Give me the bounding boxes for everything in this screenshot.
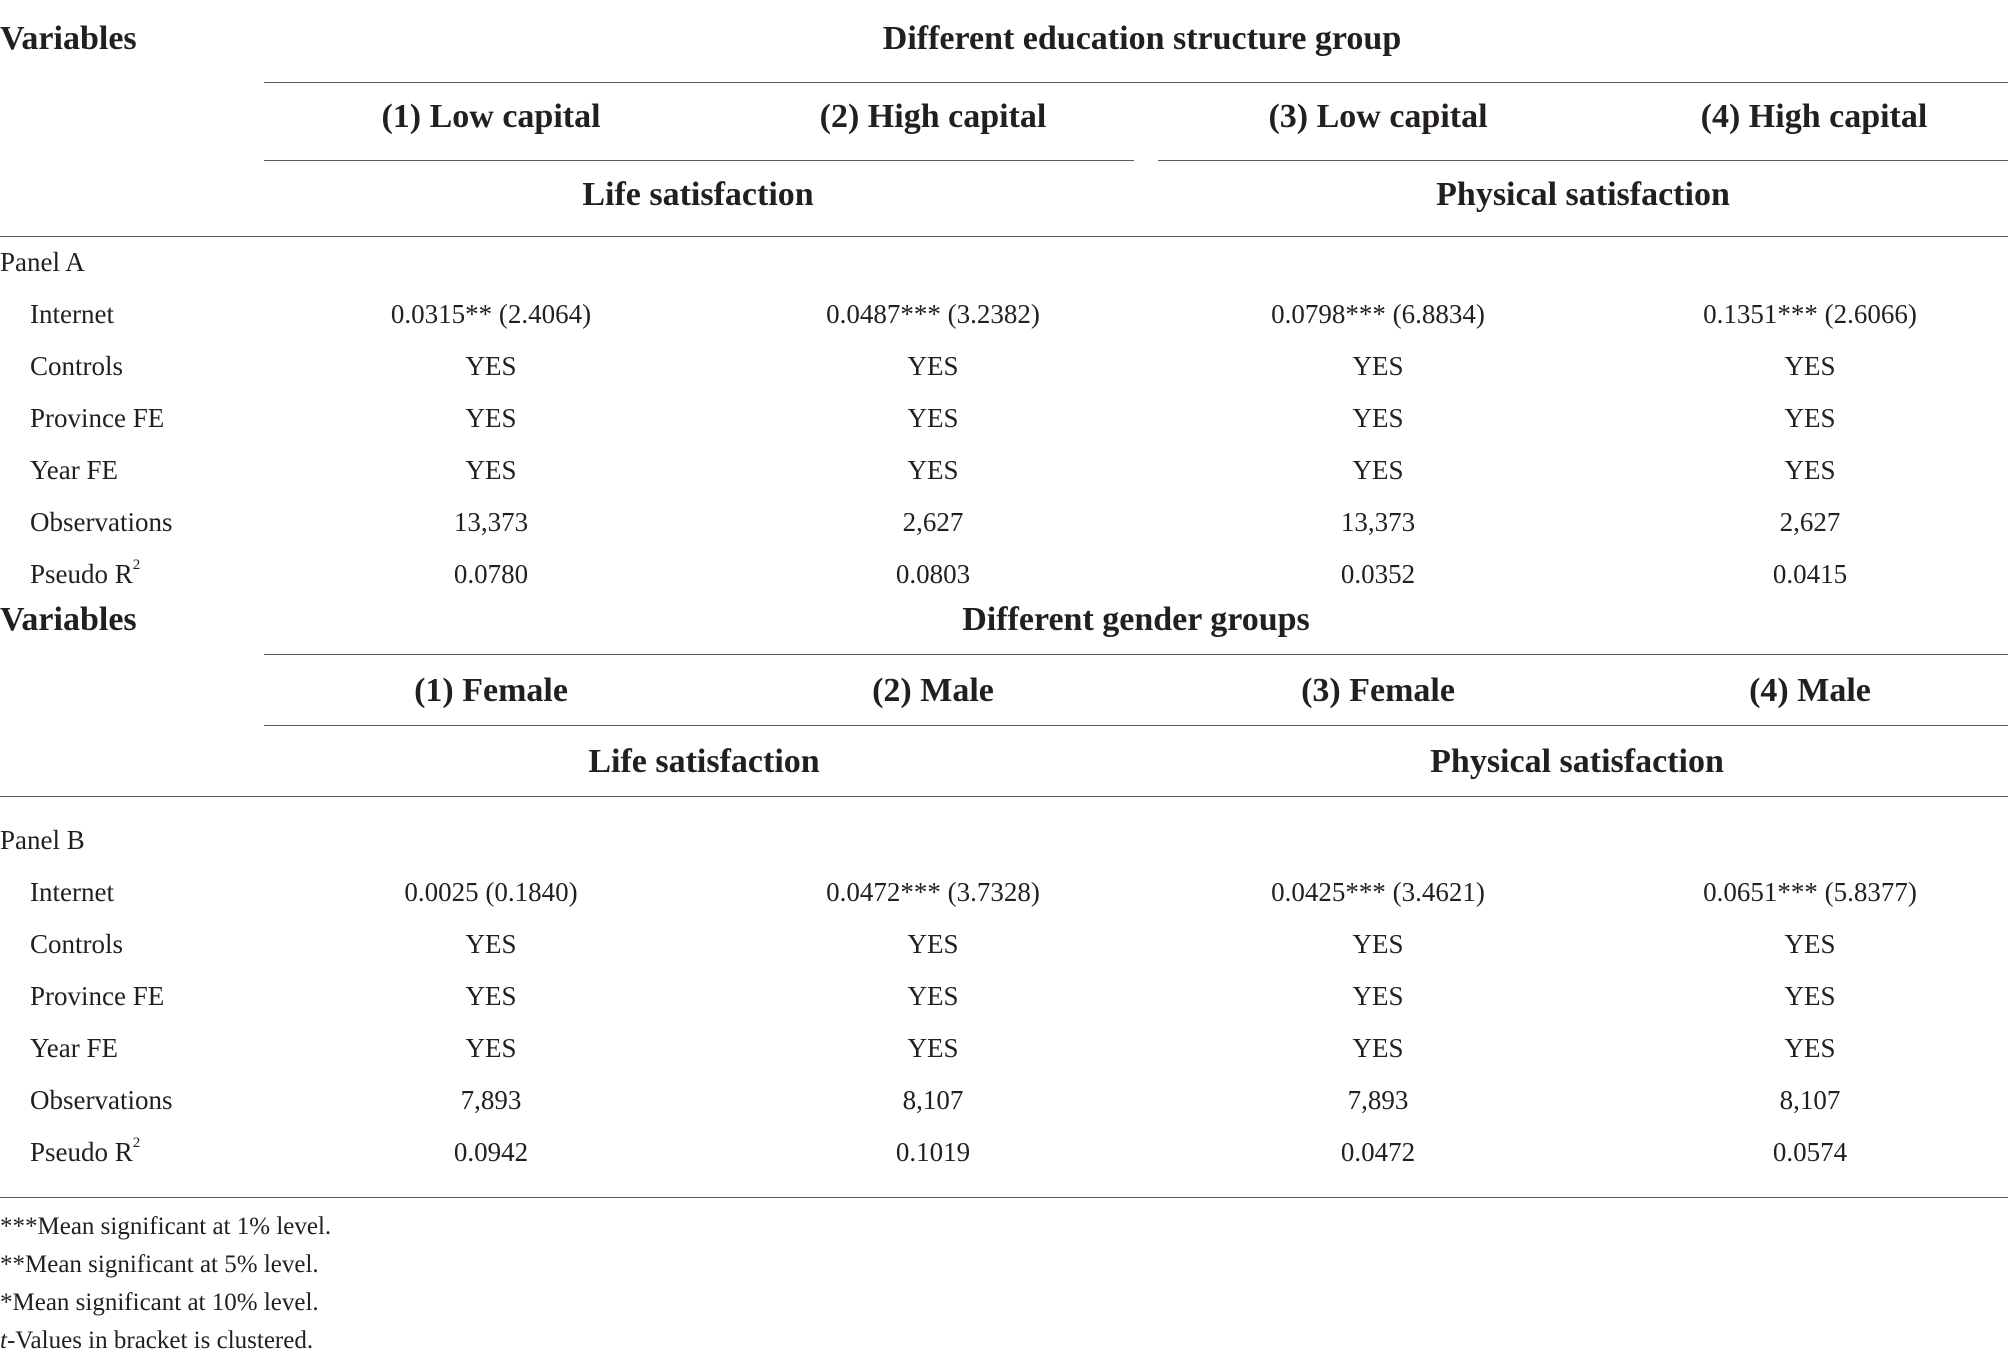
- table-cell: YES: [1352, 351, 1404, 381]
- table-cell: YES: [907, 403, 959, 433]
- table-cell: 8,107: [902, 1085, 964, 1115]
- rule: [0, 236, 2008, 237]
- row-label-text: Pseudo R: [30, 559, 133, 589]
- table-cell: YES: [1784, 351, 1836, 381]
- table-cell: YES: [1784, 981, 1836, 1011]
- table-cell: YES: [907, 981, 959, 1011]
- panel-a-group-title: Different education structure group: [882, 20, 1402, 57]
- panel-a-variables-header: Variables: [0, 20, 137, 57]
- table-cell: YES: [1784, 403, 1836, 433]
- footnote-text: -Values in bracket is clustered.: [6, 1327, 314, 1354]
- table-cell: 0.1019: [895, 1137, 971, 1167]
- panel-a-outcome-life: Life satisfaction: [582, 176, 814, 213]
- table-cell: YES: [1784, 929, 1836, 959]
- rule: [264, 82, 2008, 83]
- table-cell: 0.0780: [453, 559, 529, 589]
- table-cell: YES: [465, 351, 517, 381]
- table-cell: 0.0025 (0.1840): [404, 877, 578, 907]
- footnote-italic-t: t: [0, 1327, 7, 1354]
- table-cell: YES: [465, 455, 517, 485]
- table-cell: 0.0425*** (3.4621): [1271, 877, 1485, 907]
- row-label: Controls: [30, 351, 124, 381]
- panel-b-col-1-header: (1) Female: [414, 672, 568, 709]
- rule: [264, 654, 2008, 655]
- table-cell: 13,373: [453, 507, 529, 537]
- panel-b-col-4-header: (4) Male: [1749, 672, 1871, 709]
- table-cell: 0.0352: [1340, 559, 1416, 589]
- panel-a-col-1-header: (1) Low capital: [381, 98, 601, 135]
- table-cell: YES: [1784, 1033, 1836, 1063]
- table-cell: 2,627: [1779, 507, 1841, 537]
- panel-b-label: Panel B: [0, 825, 85, 855]
- footnote: t-Values in bracket is clustered.: [0, 1327, 313, 1355]
- panel-b-group-title: Different gender groups: [962, 601, 1310, 638]
- table-cell: YES: [907, 351, 959, 381]
- superscript: 2: [132, 1135, 141, 1151]
- table-cell: 0.0415: [1772, 559, 1848, 589]
- panel-a-col-3-header: (3) Low capital: [1268, 98, 1488, 135]
- table-cell: YES: [907, 455, 959, 485]
- table-cell: YES: [465, 929, 517, 959]
- row-label: Province FE: [30, 403, 165, 433]
- rule: [0, 796, 2008, 797]
- row-label-text: Pseudo R: [30, 1137, 133, 1167]
- table-cell: 0.0803: [895, 559, 971, 589]
- footnote: *Mean significant at 10% level.: [0, 1289, 319, 1316]
- panel-b-col-3-header: (3) Female: [1301, 672, 1455, 709]
- row-label: Year FE: [30, 455, 119, 485]
- table-cell: 0.0472: [1340, 1137, 1416, 1167]
- row-label: Observations: [30, 1085, 173, 1115]
- table-cell: YES: [1352, 981, 1404, 1011]
- row-label: Internet: [30, 877, 114, 907]
- table-cell: 7,893: [460, 1085, 522, 1115]
- panel-b-variables-header: Variables: [0, 601, 137, 638]
- row-label: Pseudo R2: [30, 557, 141, 590]
- panel-a-label: Panel A: [0, 247, 85, 277]
- rule: [264, 725, 2008, 726]
- table-cell: 8,107: [1779, 1085, 1841, 1115]
- table-cell: YES: [465, 981, 517, 1011]
- row-label: Internet: [30, 299, 114, 329]
- footnote: **Mean significant at 5% level.: [0, 1251, 319, 1278]
- table-cell: YES: [1352, 929, 1404, 959]
- table-cell: 0.0798*** (6.8834): [1271, 299, 1485, 329]
- superscript: 2: [132, 557, 141, 573]
- row-label: Observations: [30, 507, 173, 537]
- table-cell: 0.0315** (2.4064): [390, 299, 592, 329]
- row-label: Controls: [30, 929, 124, 959]
- panel-a-col-2-header: (2) High capital: [819, 98, 1047, 135]
- panel-b-col-2-header: (2) Male: [872, 672, 994, 709]
- panel-a-outcome-physical: Physical satisfaction: [1436, 176, 1730, 213]
- table-cell: 0.0651*** (5.8377): [1703, 877, 1917, 907]
- table-cell: 0.0472*** (3.7328): [826, 877, 1040, 907]
- table-cell: 7,893: [1347, 1085, 1409, 1115]
- table-cell: 2,627: [902, 507, 964, 537]
- table-cell: YES: [465, 1033, 517, 1063]
- table-cell: YES: [1352, 455, 1404, 485]
- panel-a-col-4-header: (4) High capital: [1700, 98, 1928, 135]
- table-cell: YES: [907, 929, 959, 959]
- table-cell: 0.0942: [453, 1137, 529, 1167]
- table-cell: 0.0487*** (3.2382): [826, 299, 1040, 329]
- table-cell: YES: [1352, 403, 1404, 433]
- table-cell: YES: [907, 1033, 959, 1063]
- table-cell: YES: [1784, 455, 1836, 485]
- panel-b-outcome-physical: Physical satisfaction: [1430, 743, 1724, 780]
- row-label: Province FE: [30, 981, 165, 1011]
- table-cell: 0.1351*** (2.6066): [1703, 299, 1917, 329]
- table-cell: YES: [465, 403, 517, 433]
- table-cell: 0.0574: [1772, 1137, 1848, 1167]
- rule: [1158, 160, 2008, 161]
- rule: [264, 160, 1134, 161]
- table-cell: YES: [1352, 1033, 1404, 1063]
- row-label: Pseudo R2: [30, 1135, 141, 1168]
- table-cell: 13,373: [1340, 507, 1416, 537]
- row-label: Year FE: [30, 1033, 119, 1063]
- footnote: ***Mean significant at 1% level.: [0, 1213, 332, 1240]
- panel-b-outcome-life: Life satisfaction: [588, 743, 820, 780]
- rule: [0, 1197, 2008, 1198]
